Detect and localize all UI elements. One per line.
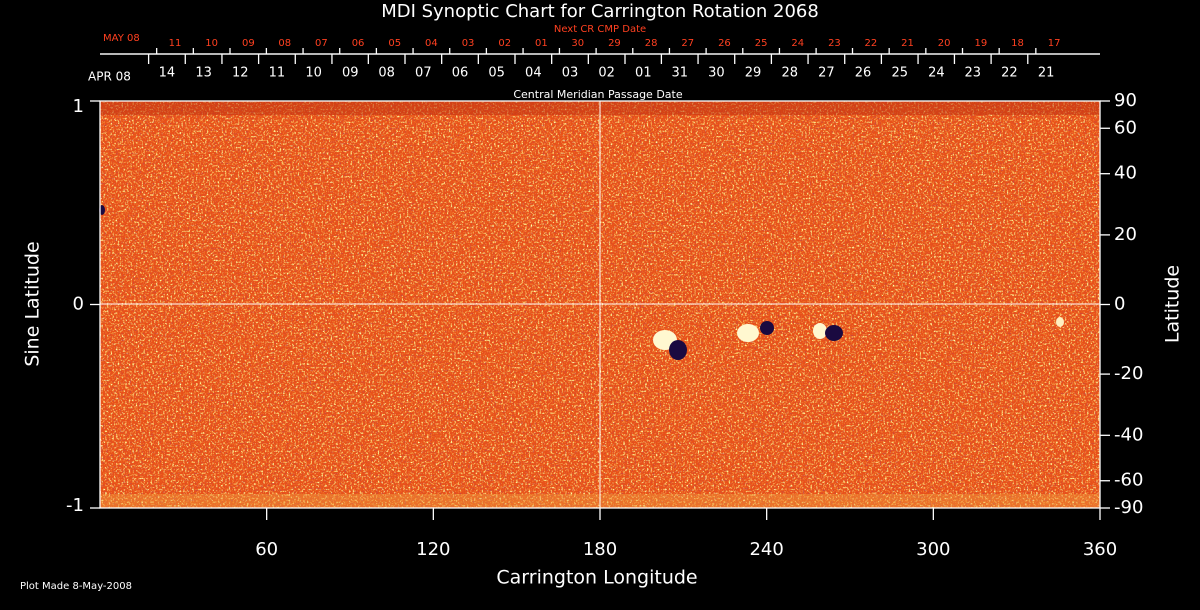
y2-axis-label: Latitude [1162, 265, 1184, 343]
next_cmp_axis-label: 23 [828, 38, 841, 49]
next_cmp_axis-label: 19 [974, 38, 987, 49]
cmp_axis-label: 09 [342, 66, 359, 81]
next_cmp_axis-label: 27 [681, 38, 694, 49]
cmp_axis-label: 29 [745, 66, 762, 81]
y-tick-label: 0 [73, 294, 84, 315]
x-axis-label: Carrington Longitude [496, 567, 697, 589]
x-tick-label: 60 [255, 539, 278, 560]
next_cmp_axis-label: 26 [718, 38, 731, 49]
cmp_axis-label: 30 [708, 66, 725, 81]
y2-tick-label: -20 [1114, 363, 1143, 384]
y-tick-label: 1 [73, 96, 84, 117]
next_cmp_axis-label: 28 [645, 38, 658, 49]
next_cmp_axis-label: 07 [315, 38, 328, 49]
cmp_axis-label: 03 [562, 66, 579, 81]
chart-title: MDI Synoptic Chart for Carrington Rotati… [381, 1, 819, 22]
next_cmp_axis-label: 04 [425, 38, 438, 49]
cmp_axis-label: 12 [232, 66, 249, 81]
cmp_axis-label: 02 [598, 66, 615, 81]
next_cmp_axis-label: 22 [864, 38, 877, 49]
y2-tick-label: -60 [1114, 470, 1143, 491]
x-tick-label: 360 [1083, 539, 1117, 560]
cmp_axis-label: 25 [891, 66, 908, 81]
next_cmp_axis-label: 06 [352, 38, 365, 49]
footnote: Plot Made 8-May-2008 [20, 581, 132, 592]
next_cmp_axis-label: 02 [498, 38, 511, 49]
cmp_axis-label: 14 [159, 66, 176, 81]
next_cmp_axis-label: 18 [1011, 38, 1024, 49]
cmp_axis-label: 31 [671, 66, 688, 81]
y2-tick-label: 90 [1114, 90, 1137, 111]
next-cmp-month: MAY 08 [103, 33, 140, 44]
y2-tick-label: 20 [1114, 224, 1137, 245]
cmp_axis-label: 04 [525, 66, 542, 81]
next_cmp_axis-label: 17 [1048, 38, 1061, 49]
cmp_axis-label: 24 [928, 66, 945, 81]
next_cmp_axis-label: 24 [791, 38, 804, 49]
y2-tick-label: -40 [1114, 424, 1143, 445]
cmp_axis-label: 07 [415, 66, 432, 81]
next_cmp_axis-label: 25 [755, 38, 768, 49]
next_cmp_axis-label: 21 [901, 38, 914, 49]
next_cmp_axis-label: 01 [535, 38, 548, 49]
next-cmp-axis-title: Next CR CMP Date [554, 24, 646, 35]
next_cmp_axis-label: 09 [242, 38, 255, 49]
cmp-axis-title: Central Meridian Passage Date [513, 88, 682, 101]
cmp_axis-label: 11 [269, 66, 286, 81]
next_cmp_axis-label: 20 [938, 38, 951, 49]
x-tick-label: 180 [583, 539, 617, 560]
y2-tick-label: 60 [1114, 117, 1137, 138]
cmp_axis-label: 27 [818, 66, 835, 81]
cmp_axis-label: 10 [305, 66, 322, 81]
next_cmp_axis-label: 29 [608, 38, 621, 49]
cmp_axis-label: 28 [781, 66, 798, 81]
cmp_axis-label: 22 [1001, 66, 1018, 81]
cmp_axis-label: 06 [452, 66, 469, 81]
x-tick-label: 240 [749, 539, 783, 560]
cmp-month: APR 08 [88, 70, 131, 84]
y2-tick-label: -90 [1114, 497, 1143, 518]
y2-tick-label: 40 [1114, 163, 1137, 184]
y-axis-label: Sine Latitude [22, 241, 44, 366]
x-tick-label: 300 [916, 539, 950, 560]
cmp_axis-label: 08 [378, 66, 395, 81]
next_cmp_axis-label: 10 [205, 38, 218, 49]
next_cmp_axis-label: 05 [388, 38, 401, 49]
cmp_axis-label: 26 [855, 66, 872, 81]
x-tick-label: 120 [416, 539, 450, 560]
cmp_axis-label: 21 [1038, 66, 1055, 81]
next_cmp_axis-label: 30 [571, 38, 584, 49]
cmp_axis-label: 13 [195, 66, 212, 81]
cmp_axis-label: 23 [965, 66, 982, 81]
cmp_axis-label: 05 [488, 66, 505, 81]
next_cmp_axis-label: 03 [462, 38, 475, 49]
cmp_axis-label: 01 [635, 66, 652, 81]
y2-tick-label: 0 [1114, 294, 1125, 315]
y-tick-label: -1 [66, 495, 84, 516]
next_cmp_axis-label: 11 [169, 38, 182, 49]
next_cmp_axis-label: 08 [278, 38, 291, 49]
